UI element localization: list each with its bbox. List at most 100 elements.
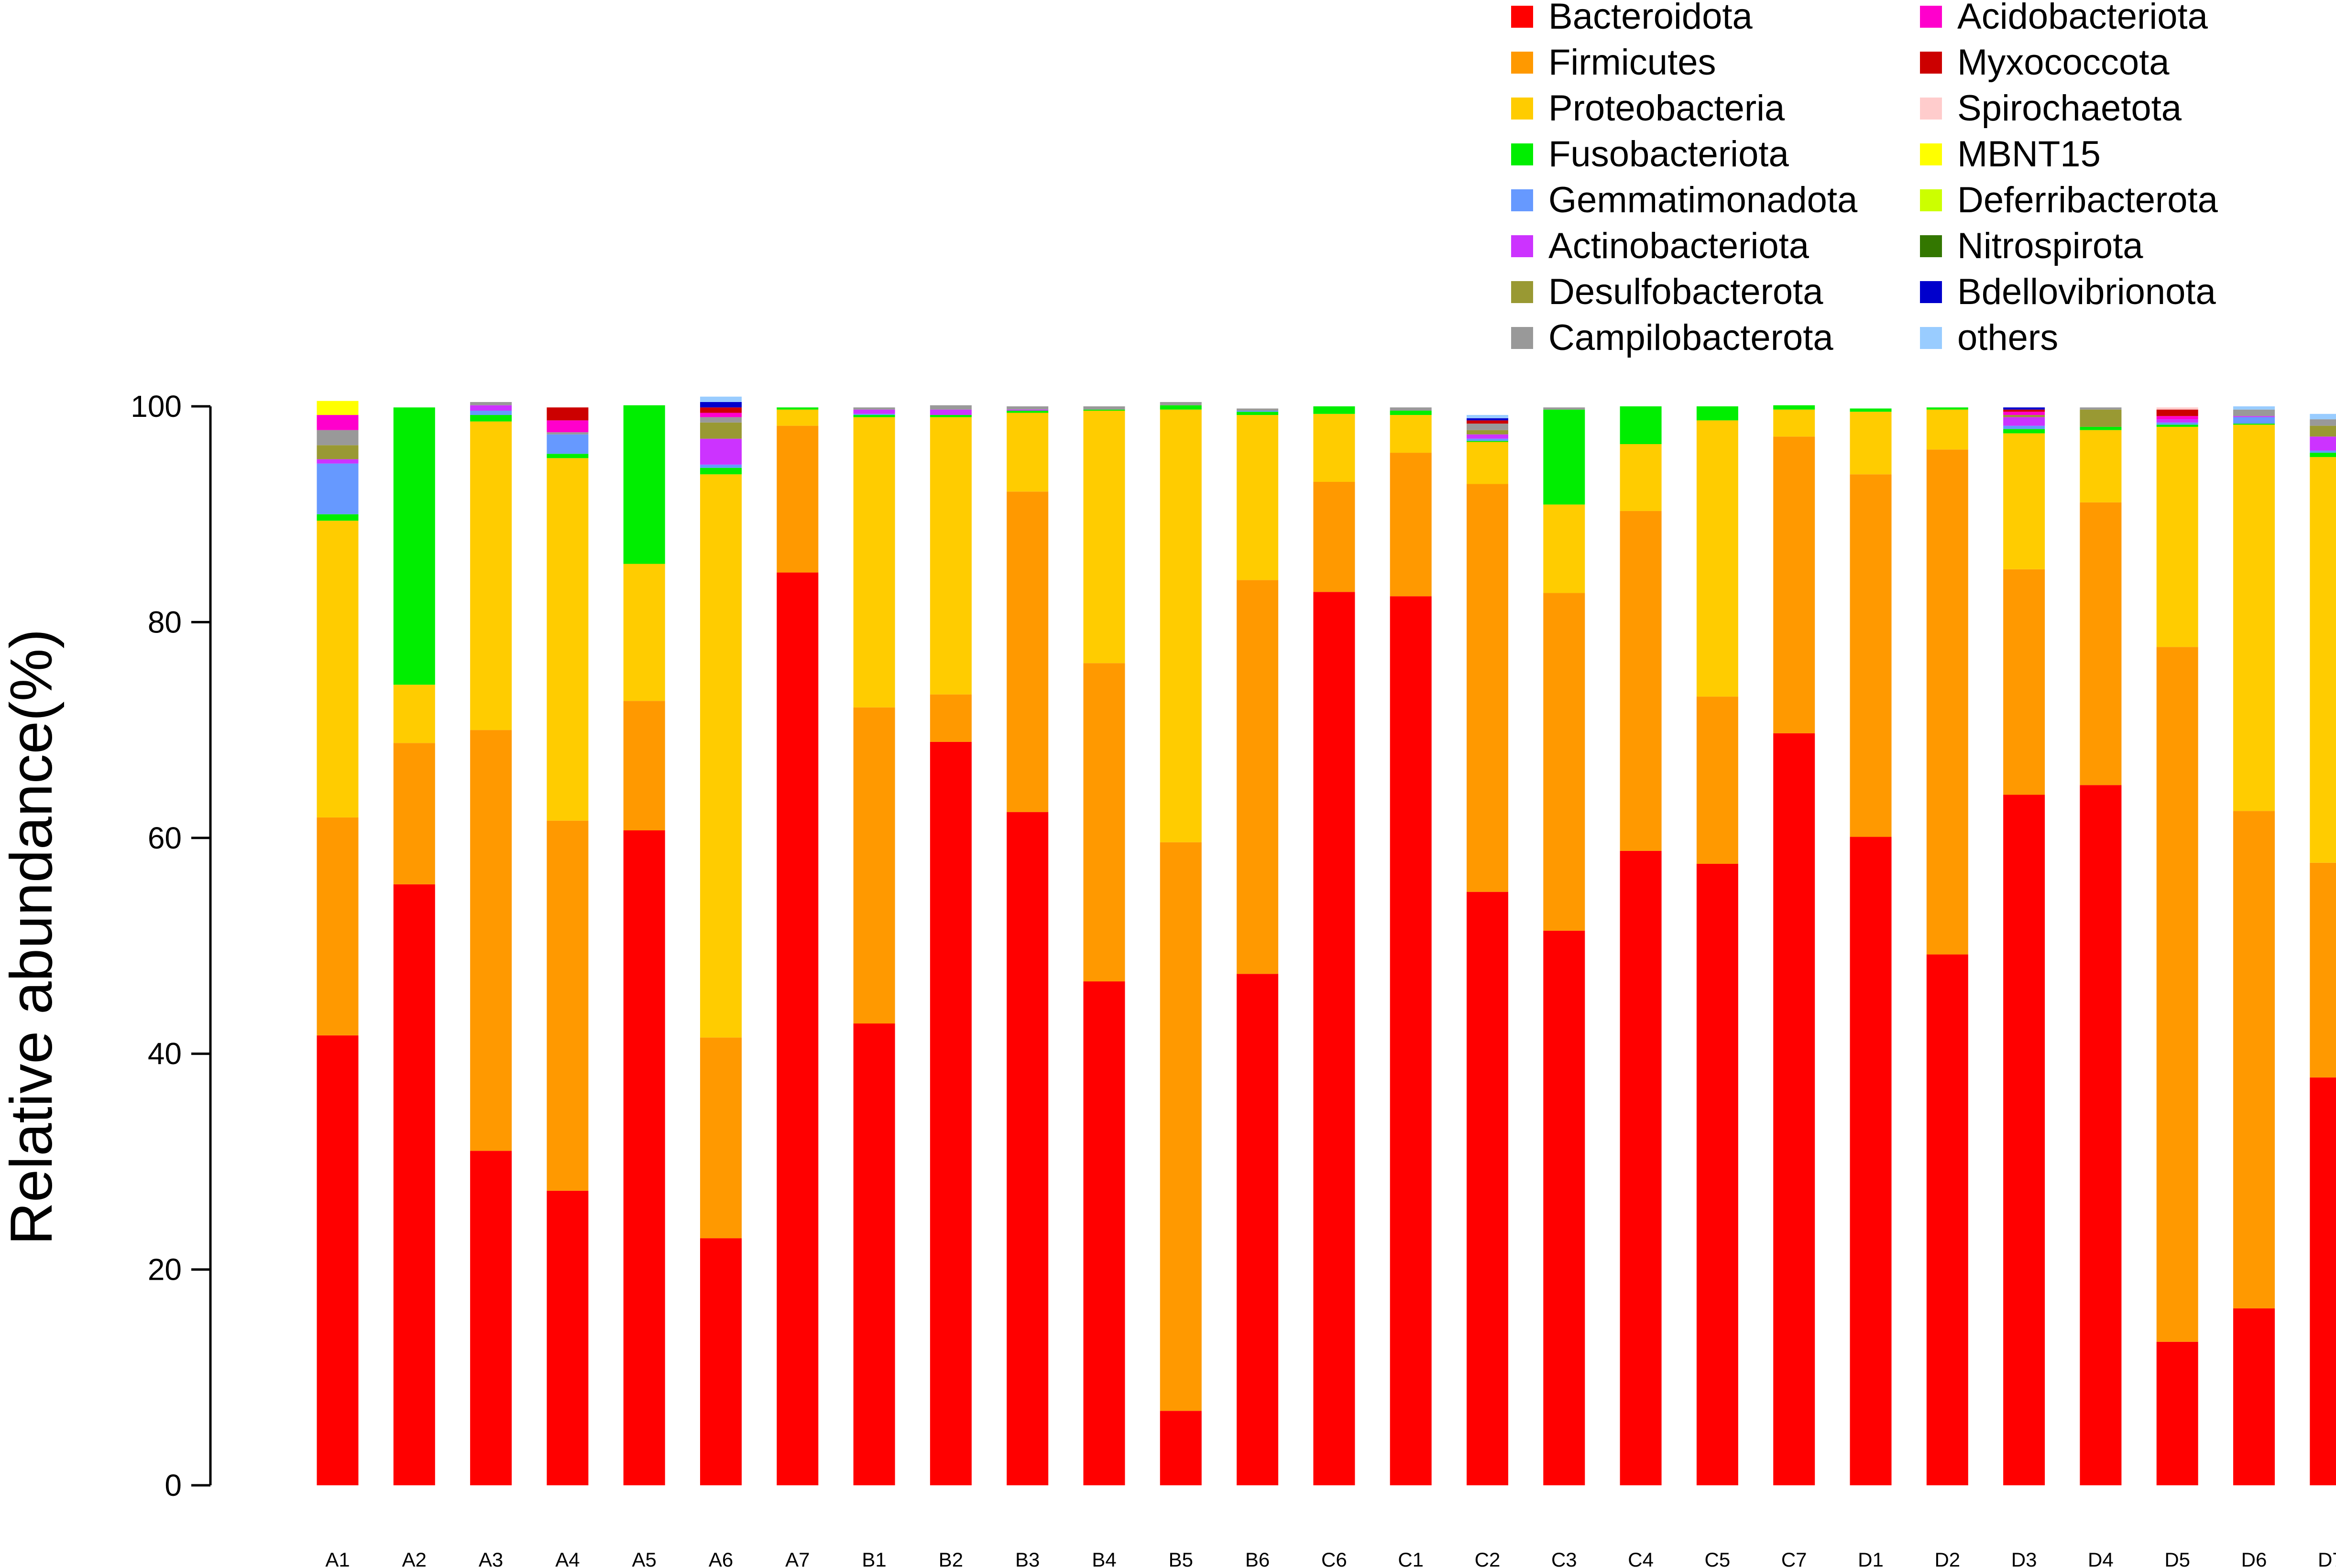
legend-swatch: [1511, 189, 1533, 211]
legend-swatch: [1920, 281, 1942, 303]
legend-item: Gemmatimonadota: [1511, 180, 1858, 220]
bar-stack-D1: [1850, 408, 1892, 1485]
bar-segment: [1620, 511, 1662, 851]
bar-segment: [853, 414, 895, 415]
bar-segment: [1926, 407, 1968, 410]
bar-segment: [1007, 812, 1049, 1485]
bar-segment: [777, 409, 819, 426]
x-tick-label: C6: [1321, 1548, 1347, 1568]
bar-segment: [700, 438, 742, 465]
bar-stack-C3: [1543, 407, 1585, 1485]
bar-segment: [393, 884, 435, 1485]
bar-segment: [547, 458, 589, 821]
bar-segment: [1926, 409, 1968, 450]
bar-segment: [470, 730, 512, 1151]
legend-item: Acidobacteriota: [1920, 0, 2208, 37]
bar-segment: [1390, 453, 1432, 597]
x-tick-label: A5: [632, 1548, 657, 1568]
bar-stack-B5: [1160, 402, 1202, 1485]
bar-segment: [2156, 409, 2198, 416]
bar-segment: [2233, 811, 2275, 1308]
bar-segment: [2233, 425, 2275, 811]
bar-segment: [930, 405, 972, 410]
x-tick-label: C7: [1781, 1548, 1807, 1568]
legend-swatch: [1920, 6, 1942, 28]
bar-segment: [547, 434, 589, 454]
bar-segment: [2233, 416, 2275, 417]
bar-segment: [2310, 453, 2336, 457]
bar-stack-A1: [317, 401, 359, 1485]
x-tick-label: D5: [2164, 1548, 2190, 1568]
bar-segment: [1007, 491, 1049, 812]
y-tick-label: 40: [148, 1036, 182, 1071]
bar-segment: [853, 707, 895, 1024]
bar-segment: [2003, 795, 2045, 1485]
bar-segment: [1850, 474, 1892, 837]
legend-swatch: [1511, 98, 1533, 120]
x-axis-labels: A1 A2 A3 A4 A5 A6 A7 B1 B2 B3 B4 B5 B6 C6 C1 C2 C3 C4 C5 C7…: [325, 1548, 2336, 1568]
bar-stack-A7: [777, 407, 819, 1485]
x-tick-label: B2: [939, 1548, 963, 1568]
bar-segment: [1850, 412, 1892, 475]
bar-segment: [1467, 418, 1508, 421]
bar-segment: [1237, 415, 1279, 580]
bar-segment: [2156, 1341, 2198, 1485]
legend-swatch: [1511, 6, 1533, 28]
y-tick-label: 60: [148, 821, 182, 855]
bar-segment: [1467, 420, 1508, 424]
bar-segment: [1390, 407, 1432, 411]
bar-segment: [930, 417, 972, 695]
bar-segment: [853, 415, 895, 417]
bar-segment: [2233, 1308, 2275, 1485]
bar-segment: [2080, 502, 2122, 785]
bar-segment: [1313, 481, 1355, 592]
bar-segment: [1083, 406, 1125, 410]
bar-stack-C4: [1620, 406, 1662, 1485]
bar-segment: [853, 1024, 895, 1485]
bar-segment: [777, 425, 819, 573]
bar-segment: [623, 564, 665, 701]
bar-segment: [1160, 402, 1202, 405]
legend-label: Desulfobacterota: [1548, 272, 1823, 312]
bar-segment: [1083, 411, 1125, 664]
bar-segment: [1237, 974, 1279, 1485]
x-tick-label: D4: [2088, 1548, 2114, 1568]
bar-segment: [1237, 411, 1279, 412]
bar-segment: [1467, 424, 1508, 430]
x-tick-label: B5: [1169, 1548, 1193, 1568]
bar-stack-D6: [2233, 406, 2275, 1485]
y-tick-label: 0: [165, 1468, 182, 1503]
bar-stack-A6: [700, 396, 742, 1485]
bar-segment: [547, 420, 589, 433]
bar-segment: [853, 407, 895, 410]
legend-swatch: [1511, 235, 1533, 257]
bar-stack-D7: [2310, 414, 2336, 1485]
bar-segment: [623, 830, 665, 1485]
bar-segment: [1773, 405, 1815, 410]
bar-segment: [777, 407, 819, 410]
bar-segment: [2080, 430, 2122, 502]
bar-segment: [1850, 837, 1892, 1485]
bar-segment: [1467, 892, 1508, 1485]
y-tick-label: 80: [148, 605, 182, 639]
bar-stack-B3: [1007, 406, 1049, 1485]
legend-label: Gemmatimonadota: [1548, 180, 1858, 220]
bar-segment: [1083, 663, 1125, 981]
legend-label: Nitrospirota: [1957, 226, 2143, 266]
bar-segment: [1773, 733, 1815, 1485]
bar-segment: [1160, 1411, 1202, 1485]
x-tick-label: B1: [862, 1548, 886, 1568]
bar-segment: [2080, 426, 2122, 430]
bar-segment: [1467, 442, 1508, 484]
bar-segment: [2156, 419, 2198, 423]
legend-label: Proteobacteria: [1548, 88, 1785, 129]
bar-segment: [1467, 441, 1508, 442]
bar-segment: [1467, 438, 1508, 441]
x-tick-label: D1: [1858, 1548, 1884, 1568]
x-tick-label: D2: [1934, 1548, 1960, 1568]
bar-segment: [2310, 1077, 2336, 1485]
legend-swatch: [1511, 281, 1533, 303]
bar-segment: [853, 409, 895, 414]
bar-segment: [393, 407, 435, 685]
bar-segment: [547, 454, 589, 458]
